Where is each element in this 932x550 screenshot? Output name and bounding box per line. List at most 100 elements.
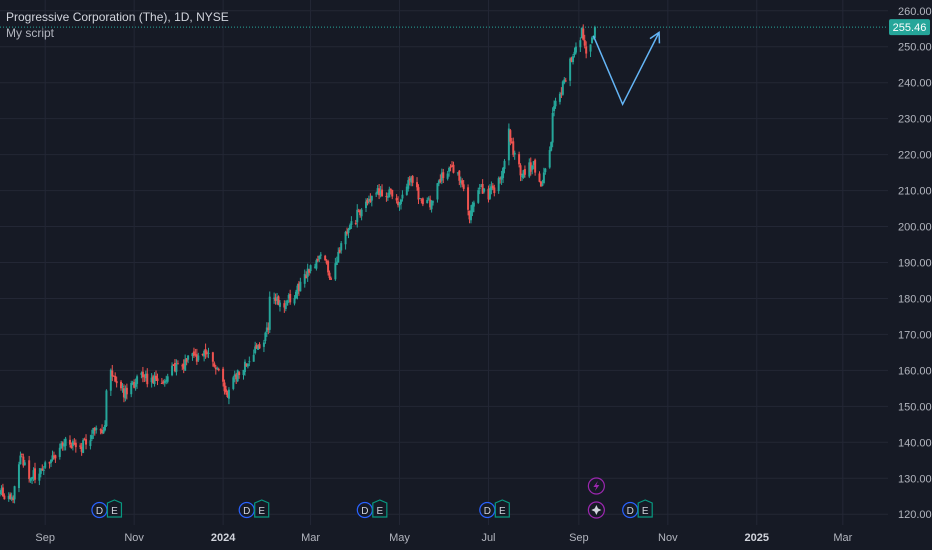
candle-body [216,368,219,370]
y-axis[interactable]: 120.00 130.00 140.00 150.00 160.00 170.00 180.… [889,6,932,521]
candle-body [462,184,465,189]
candle-body [293,298,296,304]
y-tick-label: 210.00 [898,186,932,198]
y-tick-label: 260.00 [898,6,932,18]
candle-body [23,462,26,466]
star-event-badge[interactable] [587,501,605,519]
candle-body [150,377,153,383]
candle-body [90,435,93,440]
candle-body [197,355,200,361]
candle-body [264,332,267,341]
candle-body [121,386,124,388]
candle-body [153,375,156,385]
y-tick-label: 170.00 [898,329,932,341]
candle-body [146,373,149,385]
candle-body [175,363,178,372]
candle-body [51,455,54,460]
candle-body [429,199,432,208]
symbol-title[interactable]: Progressive Corporation (The), 1D, NYSE [6,10,229,24]
projection-line[interactable] [592,32,660,107]
candle-body [344,231,347,245]
candle-body [120,381,123,389]
earnings-icon[interactable] [106,499,123,518]
candle-body [246,363,249,367]
candle-body [500,176,503,180]
candle-body [33,468,36,480]
candle-body [191,353,194,357]
candle-body [548,150,551,168]
x-tick-label: May [389,532,410,544]
candle-body [295,291,297,299]
candle-body [60,443,63,449]
candle-body [570,57,573,62]
candle-body [254,346,257,354]
candle-body [111,370,114,377]
candle-body [9,494,12,500]
candle-body [328,272,331,278]
y-tick-label: 220.00 [898,150,932,162]
candle-body [469,210,472,221]
candle-body [303,273,306,284]
candle-body [376,188,379,194]
candle-body [397,201,400,206]
earnings-icon[interactable] [372,499,388,518]
candle-body [561,81,564,95]
candle-body [367,198,370,201]
candle-body [585,46,588,54]
earnings-icon[interactable] [494,499,510,518]
candle-body [232,377,235,389]
candle-body [385,196,388,198]
candle-body [347,229,350,233]
candle-body [101,429,104,433]
candle-body [467,187,470,210]
candle-body [103,424,106,431]
candle-body [163,380,166,384]
chart-legend: Progressive Corporation (The), 1D, NYSE … [6,9,229,41]
x-tick-label: Sep [35,532,55,544]
candle-body [89,440,92,447]
candle-body [427,198,430,200]
dividend-letter: D [243,506,250,517]
candle-body [144,373,147,379]
candle-body [166,376,169,382]
y-tick-label: 130.00 [898,473,932,485]
candle-body [192,351,195,356]
dividend-letter: D [484,506,491,517]
candle-body [13,486,16,500]
flash-event-badge[interactable] [587,477,605,495]
candle-body [478,187,481,189]
candle-body [488,188,491,199]
candle-body [207,352,210,354]
candle-body [114,375,117,382]
candle-body [528,162,531,177]
candle-body [160,382,163,384]
candle-body [278,302,281,307]
candle-body [538,173,541,182]
candle-body [534,159,537,173]
dividend-letter: D [361,506,368,517]
script-label[interactable]: My script [6,26,54,40]
earnings-icon[interactable] [254,499,270,518]
candle-body [133,382,136,388]
candle-body [165,380,168,382]
candle-body [1,487,4,497]
candle-body [513,152,516,155]
candle-body [360,209,363,217]
candle-body [509,130,512,142]
projection-drawing[interactable] [592,30,661,107]
candle-body [430,200,433,210]
earnings-icon[interactable] [637,499,653,518]
candle-body [194,354,197,356]
x-axis[interactable]: Sep Nov 2024 Mar May Jul Sep Nov 2025 Mar [35,532,852,544]
y-tick-label: 140.00 [898,437,932,449]
candle-body [553,106,556,112]
candle-body [315,260,318,269]
